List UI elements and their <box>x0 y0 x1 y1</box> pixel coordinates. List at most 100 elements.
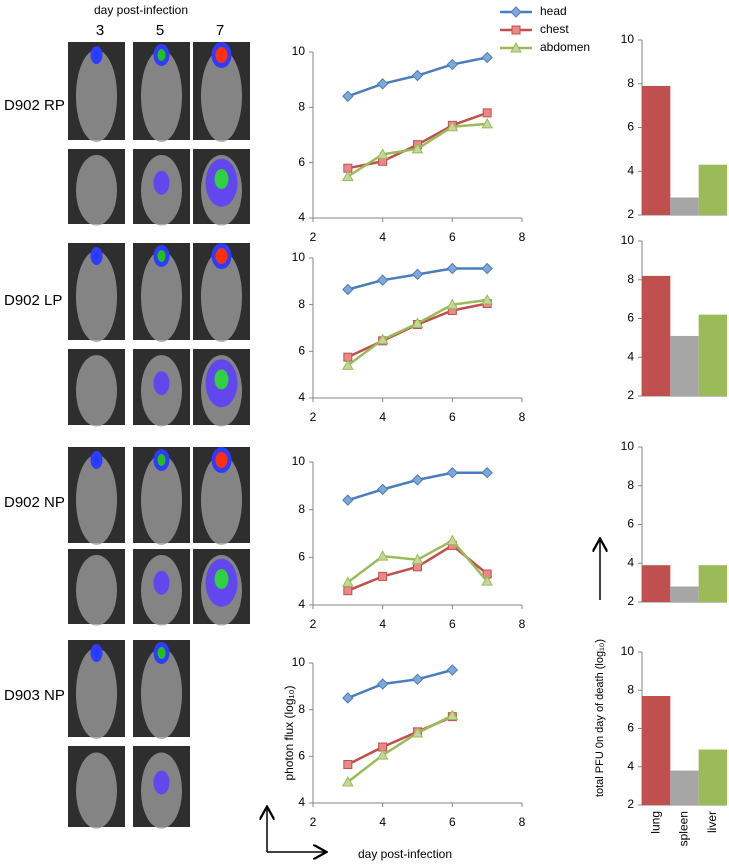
legend-label: abdomen <box>540 40 590 54</box>
marker <box>446 709 459 720</box>
signal <box>215 248 228 264</box>
legend-marker <box>510 41 522 53</box>
signal <box>153 770 170 795</box>
marker <box>341 359 354 370</box>
bar <box>670 197 699 215</box>
x-tick-label: 8 <box>519 815 526 829</box>
y-tick-label: 4 <box>298 210 305 224</box>
x-tick-label: 2 <box>310 230 317 244</box>
mouse-body <box>75 250 118 342</box>
marker <box>376 550 389 561</box>
marker <box>411 268 424 281</box>
y-tick-label: 6 <box>627 517 634 531</box>
bar <box>642 275 671 396</box>
x-tick-label: 4 <box>379 410 386 424</box>
y-tick-label: 8 <box>298 502 305 516</box>
y-tick-label: 10 <box>292 454 306 468</box>
signal <box>157 454 166 466</box>
mouse-body <box>75 49 118 142</box>
y-tick-label: 4 <box>627 555 634 569</box>
signal <box>94 252 99 260</box>
marker <box>481 575 494 586</box>
y-tick-label: 2 <box>627 388 634 402</box>
y-axis-label: photon flux (log₁₀) <box>282 685 296 780</box>
legend-label: head <box>540 4 567 18</box>
marker <box>341 170 354 181</box>
marker <box>446 467 459 479</box>
bar <box>642 565 671 602</box>
signal <box>214 169 229 189</box>
y-tick-label: 8 <box>627 682 634 696</box>
marker <box>376 483 389 496</box>
marker <box>342 283 354 296</box>
y-tick-label: 6 <box>298 344 305 358</box>
bar <box>670 335 699 396</box>
y-axis-label: total PFU 0n day of death (log₁₀) <box>594 639 606 797</box>
x-tick-label: 6 <box>449 230 456 244</box>
bar <box>642 695 671 805</box>
signal <box>214 369 229 390</box>
marker <box>342 90 354 102</box>
x-tick-label: 8 <box>519 230 526 244</box>
marker <box>481 262 493 275</box>
y-tick-label: 6 <box>627 721 634 735</box>
y-tick-label: 2 <box>627 207 634 221</box>
y-tick-label: 10 <box>292 44 306 58</box>
y-tick-label: 2 <box>627 797 634 811</box>
marker <box>482 108 492 118</box>
x-tick-label: 6 <box>449 617 456 631</box>
x-tick-label: 2 <box>310 410 317 424</box>
signal <box>214 569 229 589</box>
mouse-body <box>75 155 118 226</box>
day-label: 5 <box>156 22 164 39</box>
legend-marker <box>510 6 522 18</box>
y-tick-label: 6 <box>298 550 305 564</box>
mouse-body <box>75 647 118 739</box>
signal <box>153 570 170 595</box>
marker <box>446 262 459 275</box>
row-label: D902 LP <box>4 292 62 309</box>
mouse-body <box>140 454 183 545</box>
y-tick-label: 8 <box>627 76 634 90</box>
marker <box>342 692 354 704</box>
marker <box>481 467 493 479</box>
series-line <box>347 668 453 700</box>
marker <box>342 494 354 506</box>
y-tick-label: 4 <box>627 163 634 177</box>
y-tick-label: 10 <box>621 32 635 46</box>
header-title: day post-infection <box>94 3 188 17</box>
signal <box>94 649 99 657</box>
marker <box>411 69 424 82</box>
marker <box>481 117 494 129</box>
mouse-body <box>140 647 183 739</box>
mouse-body <box>200 454 243 545</box>
y-tick-label: 6 <box>298 749 305 763</box>
y-tick-label: 6 <box>627 311 634 325</box>
row-label: D902 RP <box>4 97 65 114</box>
marker <box>446 120 459 132</box>
row-label: D902 NP <box>4 494 65 511</box>
x-tick-label: 6 <box>449 410 456 424</box>
marker <box>343 586 353 596</box>
y-tick-label: 8 <box>627 478 634 492</box>
marker <box>481 51 493 64</box>
bar <box>698 565 727 602</box>
mouse-body <box>200 49 243 142</box>
x-tick-label: liver <box>705 811 719 833</box>
y-tick-label: 8 <box>298 297 305 311</box>
signal <box>215 47 228 63</box>
bar <box>670 770 699 805</box>
bar <box>670 586 699 602</box>
mouse-body <box>75 555 118 626</box>
marker <box>376 78 389 90</box>
marker <box>446 534 459 546</box>
x-tick-label: 4 <box>379 230 386 244</box>
marker <box>378 571 388 581</box>
day-label: 3 <box>96 22 104 39</box>
y-tick-label: 4 <box>627 759 634 773</box>
x-tick-label: 8 <box>519 617 526 631</box>
signal <box>94 51 99 59</box>
marker <box>376 148 389 159</box>
marker <box>411 726 424 738</box>
